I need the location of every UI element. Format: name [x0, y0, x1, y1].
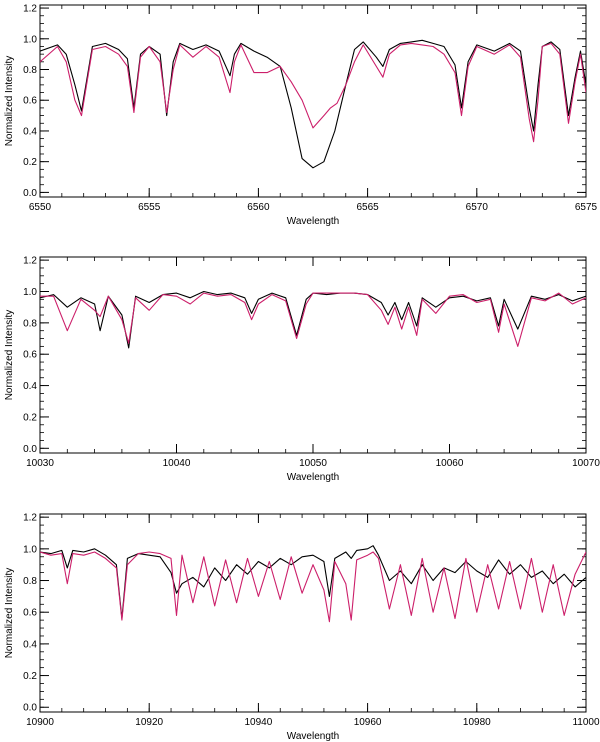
x-tick-label: 11000 — [572, 717, 600, 728]
x-tick-label: 6560 — [247, 202, 270, 213]
y-axis-title: Normalized Intensity — [4, 56, 15, 147]
y-axis-title: Normalized Intensity — [4, 310, 15, 401]
x-tick-label: 10980 — [463, 717, 491, 728]
x-tick-label: 10920 — [135, 717, 163, 728]
y-tick-label: 0.4 — [23, 381, 37, 392]
y-tick-label: 0.0 — [23, 703, 37, 714]
x-tick-label: 10030 — [26, 458, 54, 469]
x-axis-title: Wavelength — [287, 472, 339, 483]
chart-panel-2: 10030 10040 10050 10060 10070 0.0 0.2 0.4 0.6 0.8… — [4, 256, 600, 483]
y-tick-label: 0.0 — [23, 444, 37, 455]
plot-frame — [39, 4, 587, 198]
y-axis-title: Normalized Intensity — [4, 568, 15, 659]
y-tick-label: 0.4 — [23, 126, 37, 137]
x-tick-label: 10900 — [26, 717, 54, 728]
x-tick-label: 6565 — [356, 202, 379, 213]
y-tick-label: 1.0 — [23, 287, 37, 298]
y-tick-label: 1.0 — [23, 34, 37, 45]
y-tick-label: 0.0 — [23, 188, 37, 199]
plot-frame — [39, 513, 587, 713]
model-spectrum-line — [40, 42, 586, 143]
observed-spectrum-line — [40, 545, 586, 620]
model-spectrum-line — [40, 551, 586, 623]
y-tick-label: 0.2 — [23, 671, 37, 682]
x-axis-title: Wavelength — [287, 731, 339, 742]
x-tick-label: 10070 — [572, 458, 600, 469]
y-tick-label: 1.2 — [23, 513, 37, 524]
y-tick-label: 0.8 — [23, 576, 37, 587]
y-tick-label: 0.6 — [23, 96, 37, 107]
x-tick-label: 10060 — [436, 458, 464, 469]
x-tick-label: 10960 — [354, 717, 382, 728]
y-tick-label: 0.2 — [23, 412, 37, 423]
y-tick-label: 1.0 — [23, 544, 37, 555]
y-tick-label: 0.6 — [23, 350, 37, 361]
x-tick-label: 10050 — [299, 458, 327, 469]
y-tick-label: 0.2 — [23, 157, 37, 168]
y-tick-label: 0.8 — [23, 65, 37, 76]
y-tick-label: 0.4 — [23, 639, 37, 650]
y-tick-label: 1.2 — [23, 256, 37, 267]
x-tick-label: 6550 — [29, 202, 52, 213]
x-tick-label: 6555 — [138, 202, 161, 213]
model-spectrum-line — [40, 292, 586, 347]
y-tick-label: 1.2 — [23, 4, 37, 15]
chart-panel-1: 6550 6555 6560 6565 6570 6575 0.0 0.2 0.4 0.6 0.8 1… — [4, 4, 598, 227]
chart-panel-3: 10900 10920 10940 10960 10980 11000 0.0 0.2 0.4 0… — [4, 513, 600, 742]
x-tick-label: 6575 — [575, 202, 598, 213]
plot-frame — [39, 256, 587, 454]
x-axis-title: Wavelength — [287, 216, 339, 227]
y-tick-label: 0.8 — [23, 318, 37, 329]
x-tick-label: 6570 — [466, 202, 489, 213]
x-tick-label: 10940 — [244, 717, 272, 728]
x-tick-label: 10040 — [163, 458, 191, 469]
y-tick-label: 0.6 — [23, 608, 37, 619]
